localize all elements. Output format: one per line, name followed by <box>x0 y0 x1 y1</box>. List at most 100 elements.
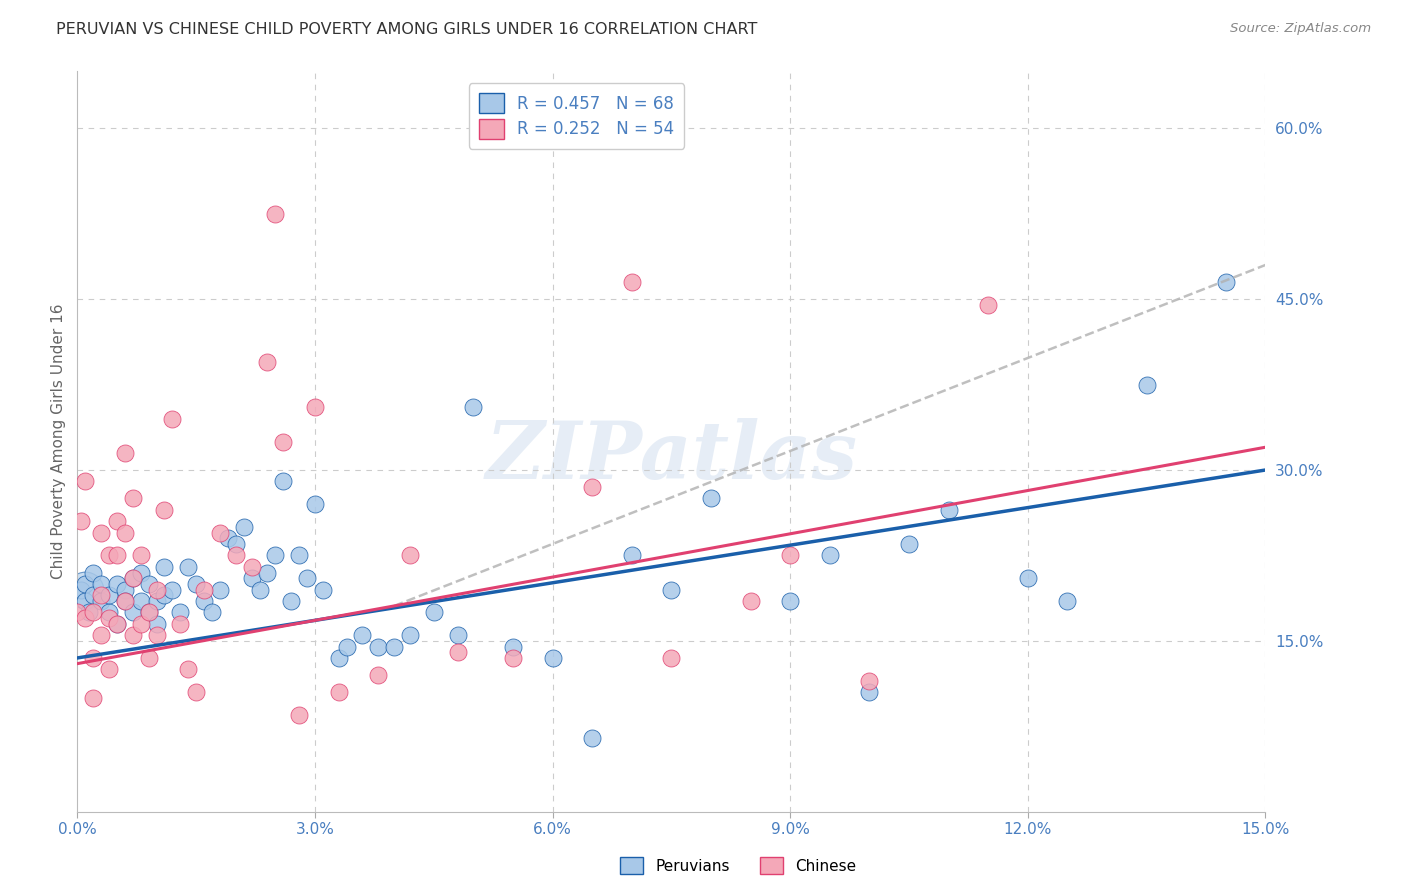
Point <box>145 628 167 642</box>
Point <box>77 606 100 620</box>
Point <box>193 582 215 597</box>
Point <box>121 491 143 506</box>
Point <box>1215 275 1237 289</box>
Point <box>700 491 723 506</box>
Point <box>620 549 643 563</box>
Point <box>114 446 136 460</box>
Point <box>271 475 294 489</box>
Point <box>502 651 524 665</box>
Point <box>121 571 143 585</box>
Point <box>105 616 128 631</box>
Point <box>75 582 97 597</box>
Point <box>153 559 176 574</box>
Point <box>581 731 603 745</box>
Point <box>399 628 422 642</box>
Point <box>423 606 446 620</box>
Point <box>105 549 128 563</box>
Point <box>98 588 121 602</box>
Point <box>264 549 287 563</box>
Point <box>280 594 302 608</box>
Point <box>114 582 136 597</box>
Text: ZIPatlas: ZIPatlas <box>485 417 858 495</box>
Point <box>240 559 263 574</box>
Point <box>336 640 359 654</box>
Y-axis label: Child Poverty Among Girls Under 16: Child Poverty Among Girls Under 16 <box>51 304 66 579</box>
Point <box>295 571 318 585</box>
Point <box>105 577 128 591</box>
Point <box>312 582 335 597</box>
Point <box>858 685 880 699</box>
Point <box>208 582 231 597</box>
Point <box>98 549 121 563</box>
Point <box>129 549 152 563</box>
Point <box>90 525 112 540</box>
Point <box>145 594 167 608</box>
Point <box>541 651 564 665</box>
Point <box>186 577 208 591</box>
Point <box>367 668 389 682</box>
Point <box>70 514 93 528</box>
Point <box>90 577 112 591</box>
Point <box>90 588 112 602</box>
Point <box>114 594 136 608</box>
Point <box>121 571 143 585</box>
Point <box>382 640 405 654</box>
Point <box>367 640 389 654</box>
Point <box>138 606 160 620</box>
Point <box>82 606 104 620</box>
Point <box>162 582 184 597</box>
Point <box>121 606 143 620</box>
Point <box>129 566 152 580</box>
Point <box>177 662 200 676</box>
Point <box>121 628 143 642</box>
Point <box>153 503 176 517</box>
Point <box>399 549 422 563</box>
Point <box>82 566 104 580</box>
Point <box>90 628 112 642</box>
Point <box>661 651 683 665</box>
Point <box>232 520 254 534</box>
Point <box>256 355 278 369</box>
Point <box>256 566 278 580</box>
Point <box>75 475 97 489</box>
Point <box>129 594 152 608</box>
Point <box>186 685 208 699</box>
Point <box>898 537 921 551</box>
Point <box>169 606 191 620</box>
Point <box>288 707 311 722</box>
Point <box>581 480 603 494</box>
Point <box>82 651 104 665</box>
Text: Source: ZipAtlas.com: Source: ZipAtlas.com <box>1230 22 1371 36</box>
Point <box>162 411 184 425</box>
Point <box>818 549 841 563</box>
Point <box>70 582 93 597</box>
Point <box>105 514 128 528</box>
Point <box>114 594 136 608</box>
Point <box>138 577 160 591</box>
Point <box>193 594 215 608</box>
Point <box>779 549 801 563</box>
Point <box>1056 594 1078 608</box>
Point <box>328 685 350 699</box>
Point <box>620 275 643 289</box>
Point <box>740 594 762 608</box>
Point <box>177 559 200 574</box>
Point <box>264 207 287 221</box>
Point <box>75 611 97 625</box>
Point <box>463 401 485 415</box>
Legend: Peruvians, Chinese: Peruvians, Chinese <box>614 851 862 880</box>
Point <box>82 588 104 602</box>
Point <box>75 577 97 591</box>
Point <box>240 571 263 585</box>
Point <box>98 662 121 676</box>
Point <box>502 640 524 654</box>
Point <box>145 616 167 631</box>
Point <box>66 606 89 620</box>
Point <box>271 434 294 449</box>
Point <box>1017 571 1039 585</box>
Point <box>858 673 880 688</box>
Point <box>217 532 239 546</box>
Point <box>1136 377 1159 392</box>
Point <box>304 497 326 511</box>
Point <box>98 611 121 625</box>
